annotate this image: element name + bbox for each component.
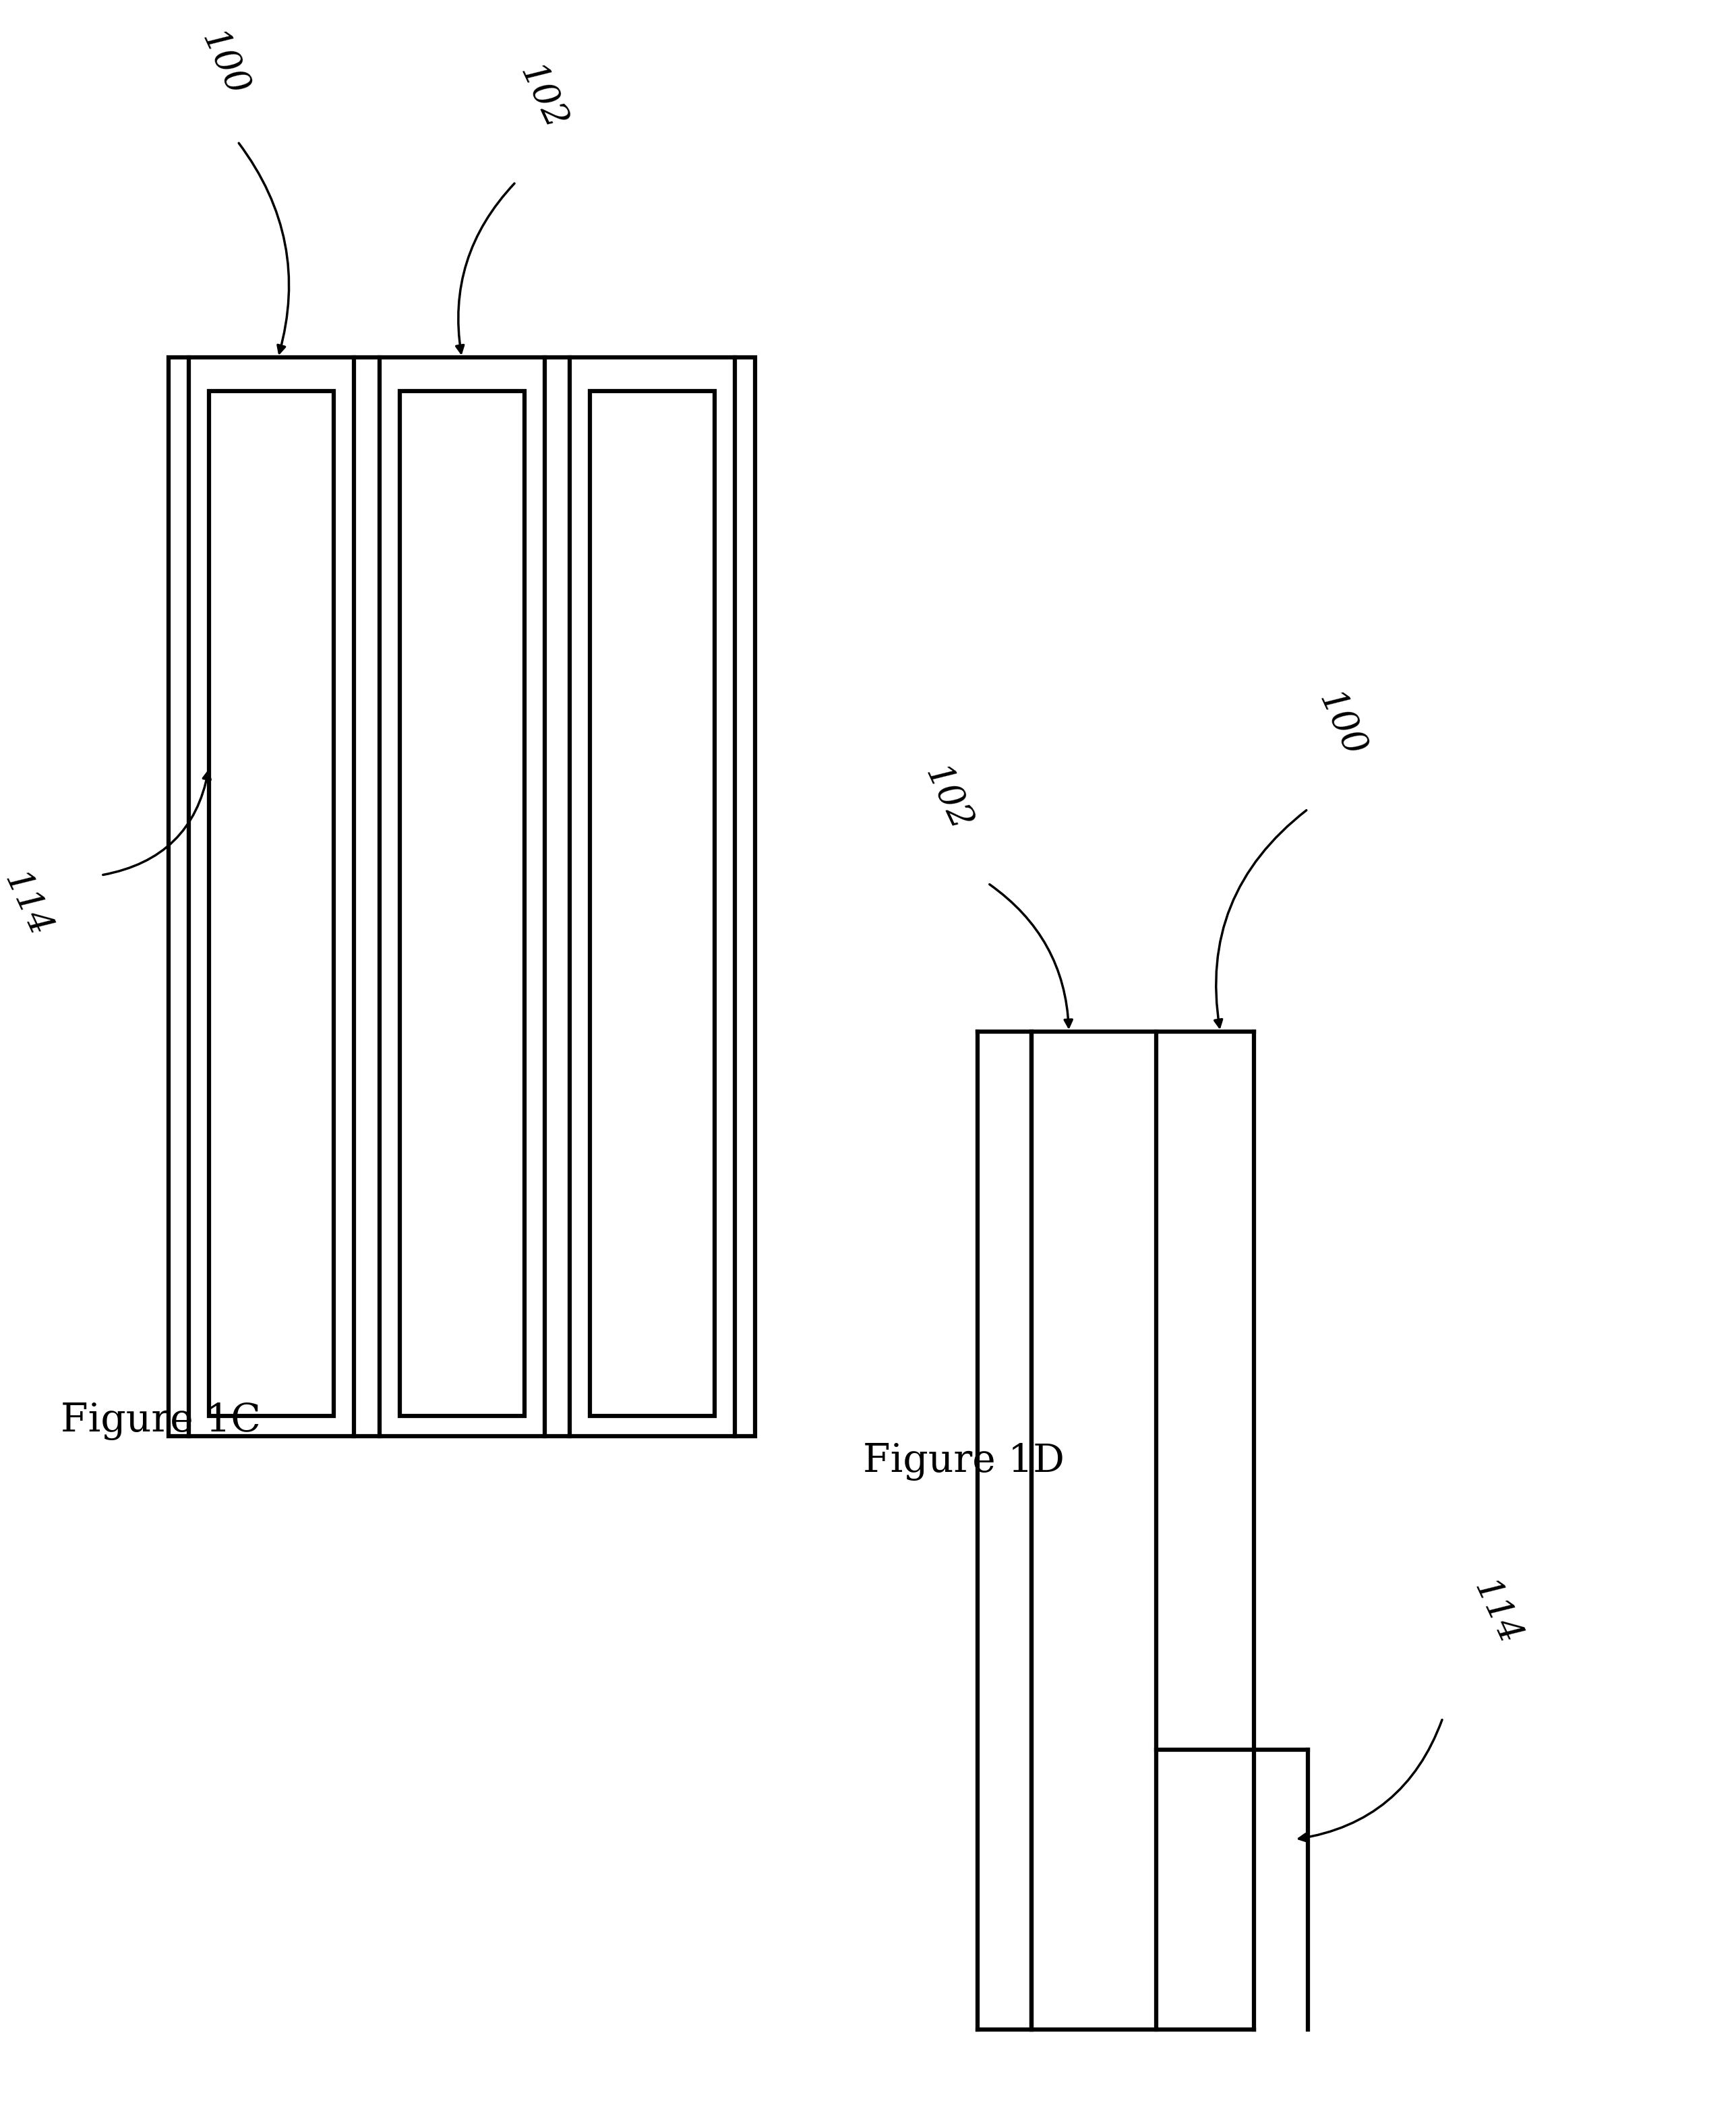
Text: 114: 114 [0,868,57,943]
Bar [399,391,524,1416]
Text: 102: 102 [512,59,573,134]
Text: 102: 102 [918,761,977,836]
Bar [208,391,333,1416]
Text: 100: 100 [1312,685,1371,763]
Text: Figure 1C: Figure 1C [61,1403,260,1439]
Text: 100: 100 [194,25,253,101]
Bar [590,391,715,1416]
Text: Figure 1D: Figure 1D [863,1443,1064,1481]
Text: 114: 114 [1467,1574,1526,1651]
Bar [168,357,755,1437]
